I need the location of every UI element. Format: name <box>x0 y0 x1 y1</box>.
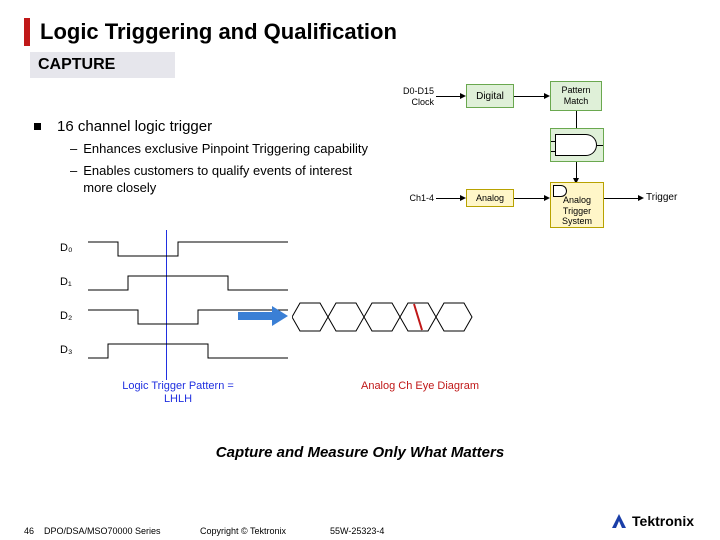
wave-d1 <box>88 270 288 296</box>
footer-copyright: Copyright © Tektronix <box>200 526 286 536</box>
label-d0d15: D0-D15 <box>392 86 434 96</box>
tagline: Capture and Measure Only What Matters <box>0 444 720 461</box>
arrow-icon <box>638 195 644 201</box>
tektronix-logo: Tektronix <box>610 512 694 530</box>
subtitle-capture: CAPTURE <box>30 52 175 78</box>
waveform-figure: D₀ D₁ D₂ D₃ Logic Trigger Pattern = LH <box>60 236 520 436</box>
gate-curve-icon <box>575 134 597 156</box>
sub-bullet-1-text: Enhances exclusive Pinpoint Triggering c… <box>83 140 368 158</box>
gate-pin-icon <box>551 151 555 152</box>
gate-pin-icon <box>551 141 555 142</box>
label-clock: Clock <box>392 97 434 107</box>
wire <box>436 96 460 97</box>
bullet-main: 16 channel logic trigger <box>34 118 212 135</box>
wave-d3 <box>88 338 288 364</box>
box-and-gate <box>550 128 604 162</box>
label-ch14: Ch1-4 <box>392 193 434 203</box>
box-analog: Analog <box>466 189 514 207</box>
wire <box>514 96 544 97</box>
sub-bullet-1: – Enhances exclusive Pinpoint Triggering… <box>70 140 380 158</box>
wire <box>514 198 544 199</box>
box-pattern-match: Pattern Match <box>550 81 602 111</box>
sub-bullet-2: – Enables customers to qualify events of… <box>70 162 380 197</box>
wire <box>436 198 460 199</box>
sub-bullets: – Enhances exclusive Pinpoint Triggering… <box>70 140 380 201</box>
footer-series: DPO/DSA/MSO70000 Series <box>44 526 161 536</box>
ch-label-d0: D₀ <box>60 242 73 254</box>
gate-mini-icon <box>559 185 567 197</box>
dash-icon: – <box>70 140 77 158</box>
bullet-square-icon <box>34 123 41 130</box>
sub-bullet-2-text: Enables customers to qualify events of i… <box>83 162 380 197</box>
ch-label-d1: D₁ <box>60 276 72 288</box>
slide-title: Logic Triggering and Qualification <box>40 19 397 45</box>
title-accent <box>24 18 30 46</box>
block-diagram: D0-D15 Clock Digital Pattern Match Ch1-4… <box>398 82 698 242</box>
arrow-to-eye-icon <box>238 306 288 326</box>
title-bar: Logic Triggering and Qualification <box>24 18 397 46</box>
footer-docnum: 55W-25323-4 <box>330 526 384 536</box>
eye-diagram <box>292 300 502 334</box>
wire <box>604 198 638 199</box>
logo-mark-icon <box>610 512 628 530</box>
bullet-main-text: 16 channel logic trigger <box>57 118 212 135</box>
dash-icon: – <box>70 162 77 197</box>
wave-d0 <box>88 236 288 262</box>
ch-label-d2: D₂ <box>60 310 72 322</box>
caption-logic-trigger: Logic Trigger Pattern = LHLH <box>118 380 238 406</box>
box-analog-trigger-system: Analog Trigger System <box>550 182 604 228</box>
caption-eye-diagram: Analog Ch Eye Diagram <box>360 380 480 393</box>
gate-pin-icon <box>597 145 603 146</box>
page-number: 46 <box>24 526 34 536</box>
label-trigger: Trigger <box>646 192 677 203</box>
gate-body-icon <box>555 134 575 156</box>
wire <box>576 111 577 129</box>
logo-text: Tektronix <box>632 513 694 529</box>
ch-label-d3: D₃ <box>60 344 72 356</box>
box-digital: Digital <box>466 84 514 108</box>
